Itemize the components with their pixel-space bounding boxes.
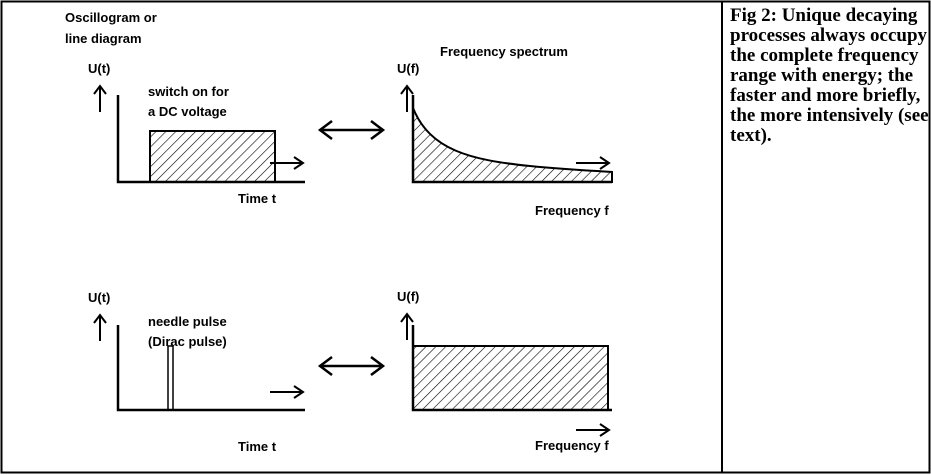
panel-time-step: U(t) switch on for a DC voltage Time t [88,61,305,206]
double-arrow [317,120,386,140]
note: needle pulse [148,314,227,329]
needle-pulse [167,345,174,411]
note: a DC voltage [148,104,227,119]
note: (Dirac pulse) [148,334,227,349]
x-label: Time t [238,191,277,206]
step-area [149,130,276,183]
panel-spectrum-flat: U(f) Frequency f [397,289,612,453]
x-label: Time t [238,439,277,454]
caption: Fig 2: Unique decaying processes always … [730,5,929,146]
spectrum-title: Frequency spectrum [440,44,568,59]
note: switch on for [148,84,229,99]
panel-time-pulse: U(t) needle pulse (Dirac pulse) Time t [88,290,305,454]
panel-spectrum-decay: U(f) Frequency f [397,61,613,218]
double-arrow [317,356,386,376]
y-label: U(t) [88,290,110,305]
y-label: U(f) [397,289,419,304]
title-line: line diagram [65,31,142,46]
y-label: U(t) [88,61,110,76]
title-line: Oscillogram or [65,10,157,25]
flat-spectrum [412,345,609,411]
x-label: Frequency f [535,203,609,218]
spectrum-area [412,107,613,183]
y-label: U(f) [397,61,419,76]
x-label: Frequency f [535,438,609,453]
